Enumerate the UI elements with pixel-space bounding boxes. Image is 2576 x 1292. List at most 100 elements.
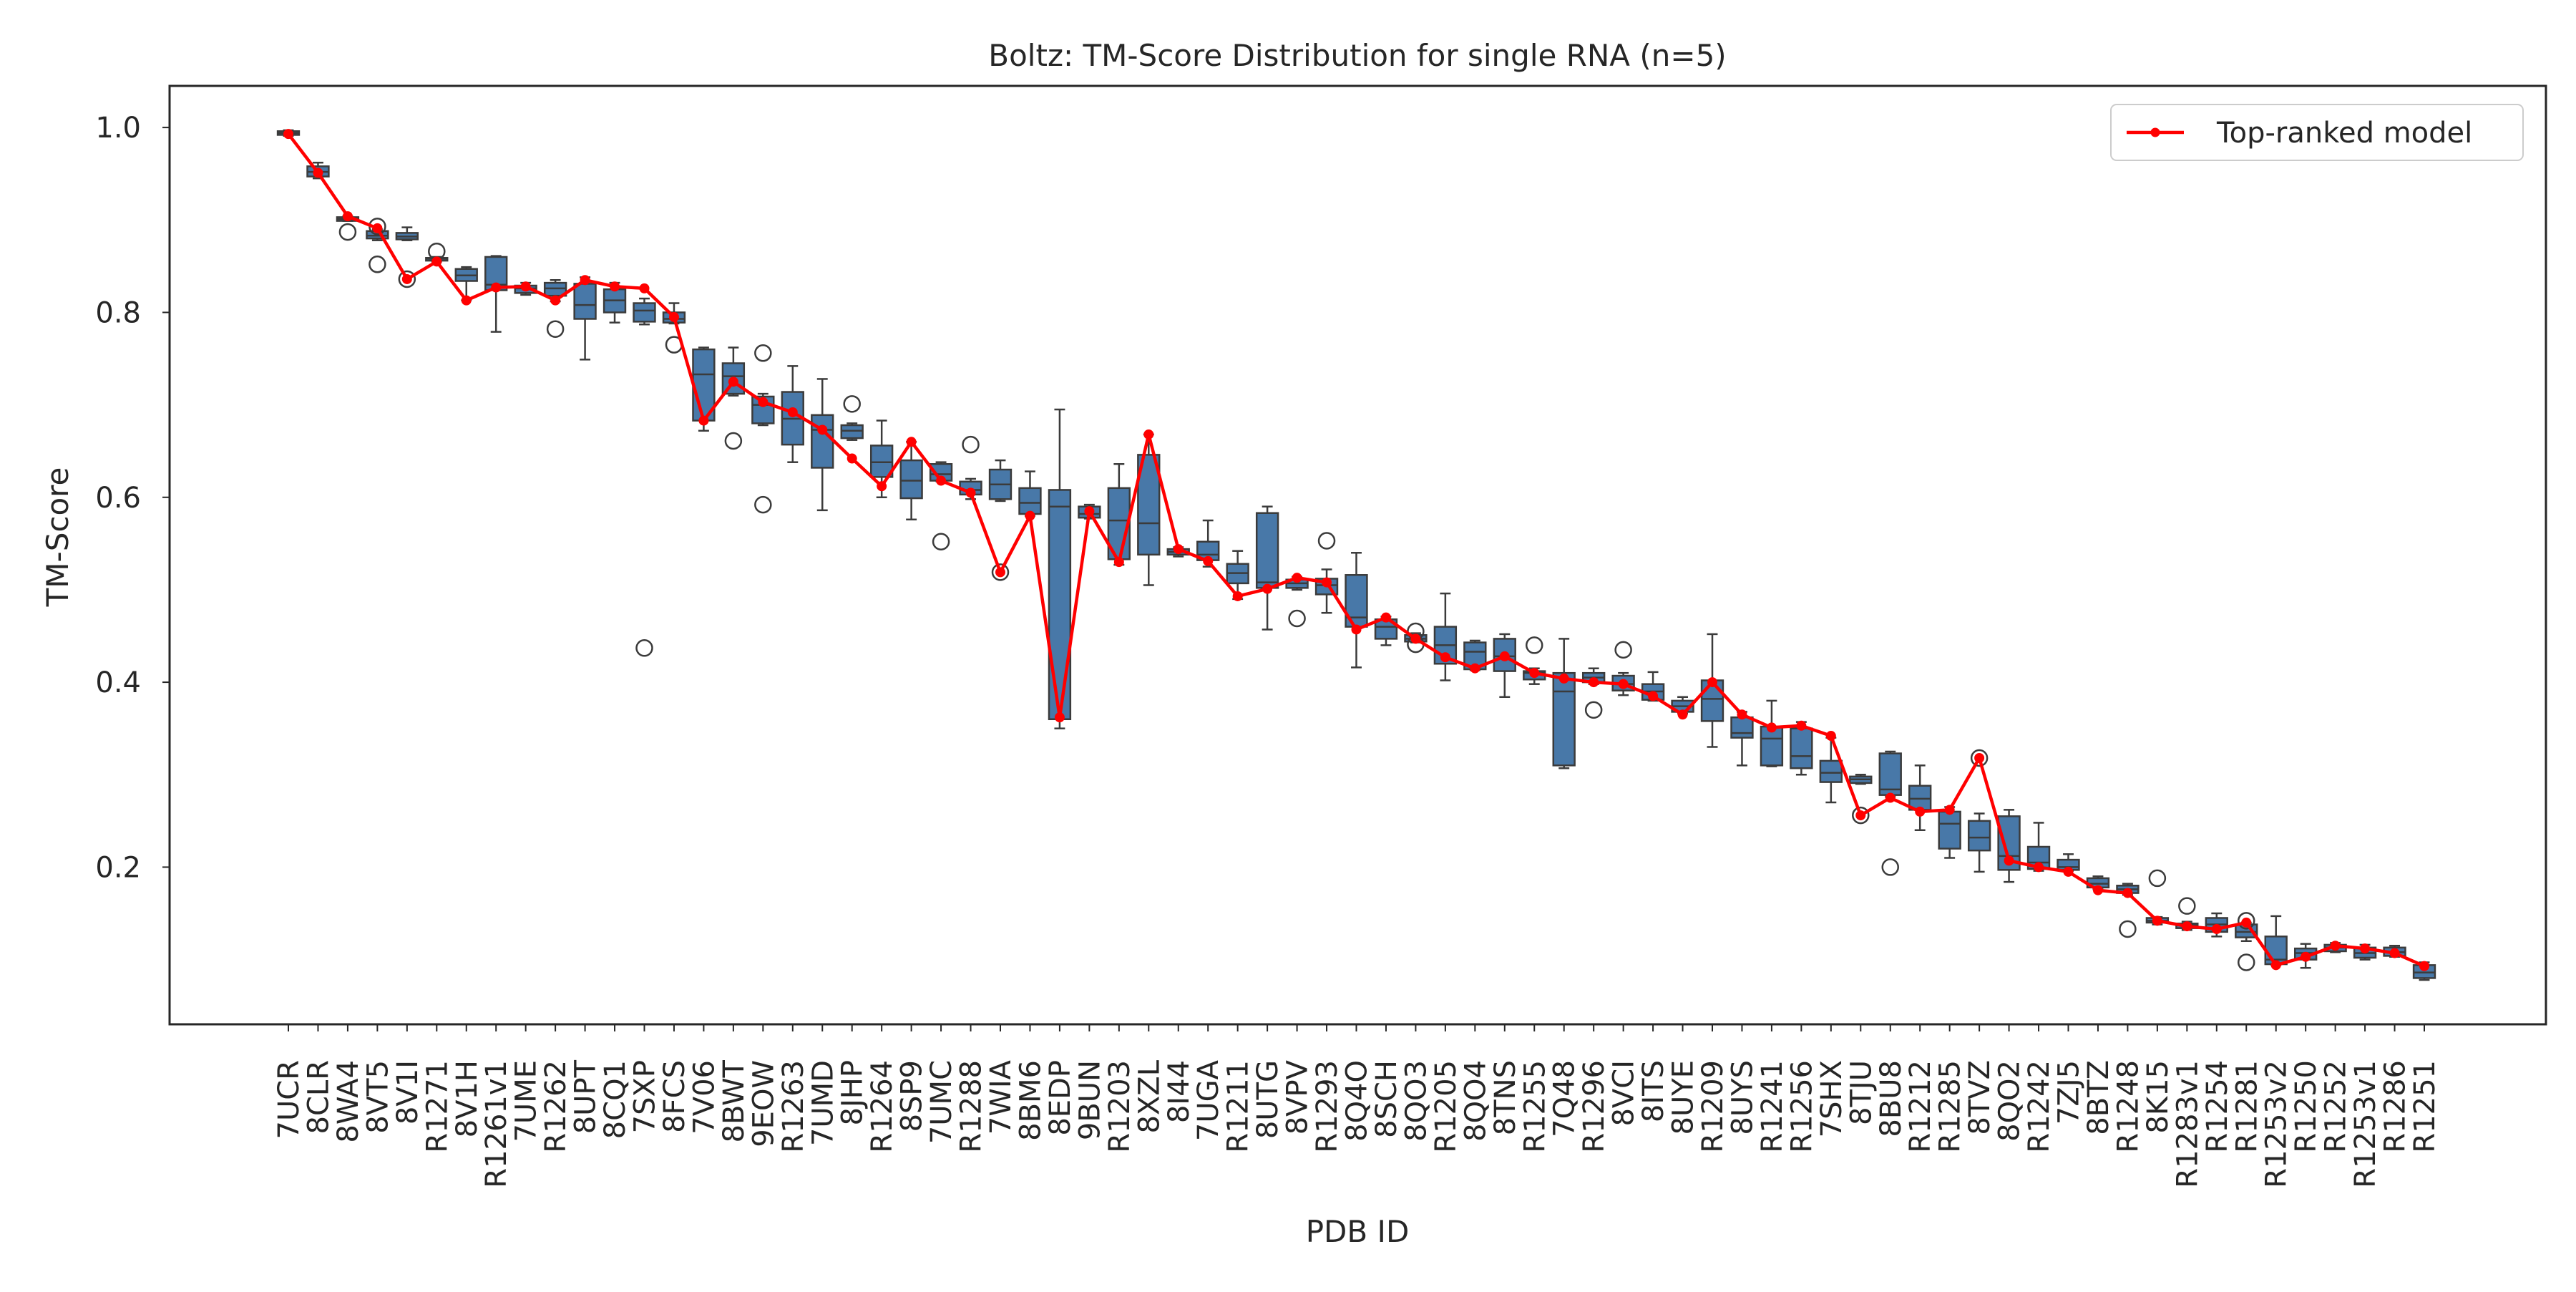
iqr-box bbox=[1730, 716, 1754, 739]
top-ranked-point bbox=[610, 281, 620, 292]
outlier-point bbox=[1526, 636, 1543, 654]
top-ranked-point bbox=[372, 223, 383, 233]
y-tick-label: 0.4 bbox=[95, 666, 141, 699]
top-ranked-point bbox=[1648, 691, 1659, 701]
x-tick-label: 8SCH bbox=[1370, 1060, 1403, 1138]
outlier-point bbox=[1881, 858, 1899, 876]
outlier-point bbox=[1317, 532, 1336, 550]
x-tick-label: R1288 bbox=[955, 1060, 988, 1153]
y-tick-label: 1.0 bbox=[95, 112, 141, 145]
outlier-point bbox=[1584, 701, 1603, 719]
top-ranked-point bbox=[1262, 583, 1273, 594]
iqr-box bbox=[633, 302, 656, 323]
top-ranked-point bbox=[728, 377, 738, 387]
box-7SXP bbox=[633, 297, 656, 326]
top-ranked-point bbox=[1292, 573, 1302, 583]
top-ranked-point bbox=[431, 256, 442, 267]
top-ranked-point bbox=[580, 275, 590, 286]
box-8V1I bbox=[395, 226, 419, 241]
x-tick-label: 8BWT bbox=[718, 1059, 751, 1142]
x-tick-label: 8CLR bbox=[302, 1060, 335, 1134]
top-ranked-point bbox=[1589, 677, 1599, 688]
y-tick-label: 0.6 bbox=[95, 482, 141, 515]
outlier-point bbox=[991, 563, 1010, 581]
y-tick-label: 0.2 bbox=[95, 851, 141, 884]
top-ranked-point bbox=[668, 311, 679, 322]
top-ranked-point bbox=[461, 295, 472, 306]
x-tick-label: 8VCI bbox=[1608, 1060, 1641, 1127]
box-8UPT bbox=[573, 276, 597, 361]
top-ranked-point bbox=[2389, 948, 2400, 958]
top-ranked-point bbox=[639, 283, 650, 293]
box-8JHP bbox=[840, 422, 864, 441]
top-ranked-point bbox=[847, 453, 857, 464]
x-tick-label: R1252 bbox=[2320, 1060, 2353, 1153]
x-tick-label: R1293 bbox=[1311, 1060, 1344, 1153]
x-tick-label: 7V06 bbox=[688, 1060, 721, 1135]
top-ranked-point bbox=[698, 415, 709, 426]
iqr-box bbox=[811, 414, 834, 469]
top-ranked-point bbox=[1113, 557, 1124, 568]
top-ranked-point bbox=[550, 295, 561, 306]
y-ticks-layer: 0.2 0.4 0.6 0.8 1.0 bbox=[95, 112, 170, 884]
box-8BM6 bbox=[1018, 470, 1042, 517]
x-tick-label: 8XZL bbox=[1133, 1059, 1166, 1133]
x-tick-label: 8VPV bbox=[1282, 1059, 1314, 1135]
x-tick-label: R1281 bbox=[2230, 1060, 2263, 1153]
box-R1203 bbox=[1107, 463, 1131, 566]
box-8EDP bbox=[1048, 408, 1072, 729]
box-8QO2 bbox=[1997, 809, 2021, 883]
x-tick-label: R1254 bbox=[2201, 1060, 2234, 1153]
top-ranked-point bbox=[1084, 506, 1095, 517]
outlier-point bbox=[2238, 912, 2255, 930]
outlier-point bbox=[398, 270, 416, 288]
y-tick-label: 0.8 bbox=[95, 296, 141, 329]
top-ranked-point bbox=[401, 273, 412, 284]
x-tick-label: 7ZJ5 bbox=[2053, 1060, 2086, 1125]
iqr-box bbox=[840, 424, 864, 439]
x-tick-label: 8V1H bbox=[451, 1060, 484, 1137]
top-ranked-point bbox=[1143, 429, 1154, 439]
top-ranked-point bbox=[1915, 806, 1926, 817]
x-axis-label: PDB ID bbox=[1306, 1214, 1410, 1249]
outlier-point bbox=[369, 256, 386, 273]
x-tick-label: 7WIA bbox=[985, 1059, 1018, 1135]
top-ranked-point bbox=[2034, 862, 2044, 873]
x-tick-label: 8K15 bbox=[2142, 1060, 2175, 1134]
top-ranked-point bbox=[2270, 960, 2281, 971]
outlier-point bbox=[1970, 749, 1989, 767]
x-tick-label: R1255 bbox=[1518, 1060, 1551, 1153]
outlier-point bbox=[2238, 953, 2255, 971]
top-ranked-point bbox=[1173, 544, 1184, 555]
outlier-point bbox=[635, 639, 653, 657]
x-tick-label: R1251 bbox=[2409, 1060, 2441, 1153]
top-ranked-point bbox=[1440, 652, 1450, 663]
x-tick-label: R1263 bbox=[777, 1060, 810, 1153]
x-tick-label: 7UCR bbox=[273, 1060, 306, 1139]
legend: Top-ranked model bbox=[2110, 104, 2524, 161]
box-8CQ1 bbox=[602, 281, 627, 324]
top-ranked-point bbox=[2241, 917, 2252, 928]
x-tick-label: 8QO2 bbox=[1994, 1060, 2026, 1142]
x-tick-label: R1285 bbox=[1934, 1060, 1967, 1153]
top-ranked-point bbox=[1499, 651, 1510, 661]
x-tick-label: 8UYS bbox=[1726, 1060, 1759, 1135]
top-ranked-point bbox=[936, 475, 947, 486]
outlier-point bbox=[962, 435, 980, 454]
x-tick-label: R1296 bbox=[1578, 1060, 1611, 1153]
x-tick-label: 8FCS bbox=[658, 1060, 691, 1133]
x-tick-label: 8I44 bbox=[1163, 1060, 1196, 1123]
x-ticks-layer: 7UCR8CLR8WA48VT58V1IR12718V1HR1261v17UME… bbox=[273, 1024, 2441, 1188]
top-ranked-point bbox=[1054, 712, 1065, 723]
top-ranked-point bbox=[1796, 720, 1807, 731]
top-ranked-point bbox=[1351, 624, 1362, 635]
top-ranked-point bbox=[1974, 753, 1985, 764]
top-ranked-point bbox=[2211, 923, 2222, 934]
top-ranked-point bbox=[2004, 855, 2014, 866]
top-ranked-point bbox=[1232, 591, 1243, 601]
iqr-box bbox=[1819, 759, 1843, 783]
x-tick-label: 8CQ1 bbox=[599, 1060, 632, 1139]
iqr-box bbox=[1552, 671, 1576, 767]
